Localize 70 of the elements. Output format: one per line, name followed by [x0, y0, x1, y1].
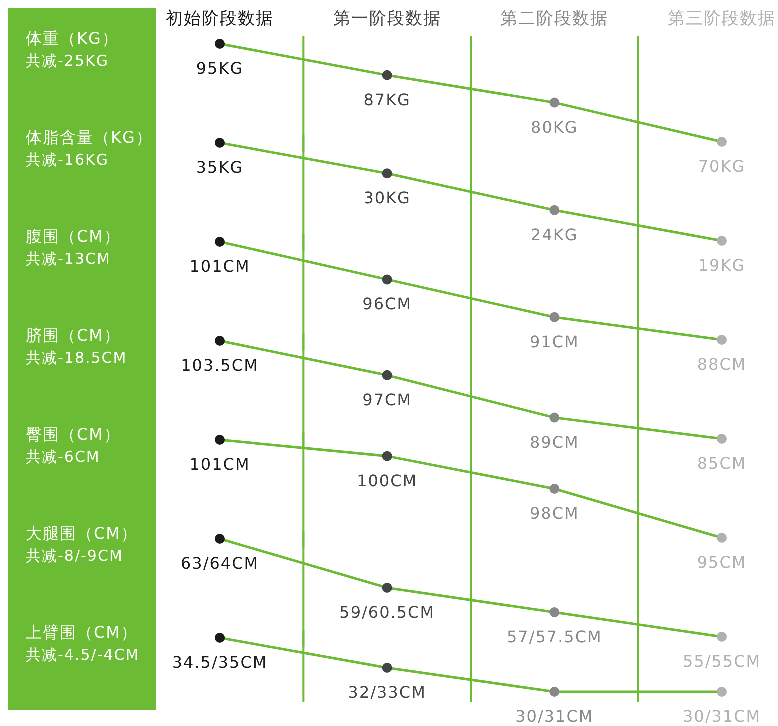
text: 共减-16KG	[26, 150, 110, 171]
text: 共减-13CM	[26, 249, 112, 270]
point	[717, 335, 727, 345]
point	[215, 237, 225, 247]
text: 共减-6CM	[26, 447, 102, 468]
point	[550, 412, 560, 423]
x-tick-label: 初始阶段数据	[166, 9, 274, 29]
point	[717, 137, 727, 147]
data-label: 34.5/35CM	[172, 653, 268, 672]
data-label: 80KG	[531, 118, 578, 137]
point	[717, 632, 727, 642]
data-label: 32/33CM	[348, 683, 426, 702]
data-label: 103.5CM	[181, 356, 259, 375]
data-label: 100CM	[357, 471, 418, 490]
point	[215, 39, 225, 49]
point	[550, 484, 560, 494]
point	[382, 70, 392, 80]
point	[717, 533, 727, 543]
point	[215, 336, 225, 346]
x-tick-label: 第一阶段数据	[333, 9, 442, 29]
point	[550, 608, 560, 618]
data-label: 95KG	[196, 59, 244, 78]
data-label: 55/55CM	[682, 652, 762, 671]
chart-title: 体脂含量（KG）	[26, 127, 154, 149]
point	[382, 583, 392, 593]
data-label: 97CM	[362, 390, 412, 410]
data-label: 57/57.5CM	[506, 628, 602, 646]
point	[550, 312, 560, 322]
data-label: 89CM	[530, 432, 580, 452]
data-label: 91CM	[530, 332, 580, 352]
point	[550, 98, 560, 108]
data-label: 24KG	[531, 225, 578, 244]
data-label: 70KG	[698, 157, 746, 176]
point	[215, 534, 225, 544]
chart-title: 大腿围（CM）	[26, 523, 139, 545]
data-label: 59/60.5CM	[340, 603, 436, 622]
text: 共减-4.5/-4CM	[26, 645, 141, 666]
point	[382, 370, 392, 380]
data-label: 30/31CM	[682, 707, 762, 726]
data-label: 96CM	[362, 294, 412, 314]
point	[382, 451, 392, 462]
chart-title: 腹围（CM）	[26, 226, 122, 248]
point	[717, 236, 727, 246]
data-label: 98CM	[530, 504, 580, 523]
point	[215, 138, 225, 148]
x-tick-label: 第三阶段数据	[668, 9, 776, 29]
data-label: 30/31CM	[516, 707, 594, 726]
data-label: 85CM	[697, 454, 747, 473]
x-tick-label: 第二阶段数据	[500, 9, 609, 29]
point	[550, 205, 560, 216]
point	[717, 434, 727, 444]
text: 共减-8/-9CM	[26, 546, 124, 567]
data-label: 30KG	[364, 188, 411, 208]
chart-title: 脐围（CM）	[26, 325, 122, 347]
point	[382, 168, 392, 179]
data-label: 19KG	[698, 256, 746, 275]
text: 共减-18.5CM	[26, 348, 128, 369]
point	[215, 435, 225, 445]
data-label: 95CM	[697, 553, 747, 572]
chart-title: 体重（KG）	[26, 28, 120, 50]
data-label: 101CM	[190, 455, 250, 474]
data-label: 63/64CM	[180, 554, 260, 573]
text: 共减-25KG	[26, 51, 110, 72]
chart-title: 上臂围（CM）	[26, 622, 139, 644]
data-label: 35KG	[196, 158, 244, 177]
chart-title: 臀围（CM）	[26, 424, 122, 446]
point	[382, 274, 392, 285]
data-label: 87KG	[364, 90, 411, 110]
data-label: 101CM	[190, 257, 250, 276]
data-label: 88CM	[697, 355, 747, 374]
